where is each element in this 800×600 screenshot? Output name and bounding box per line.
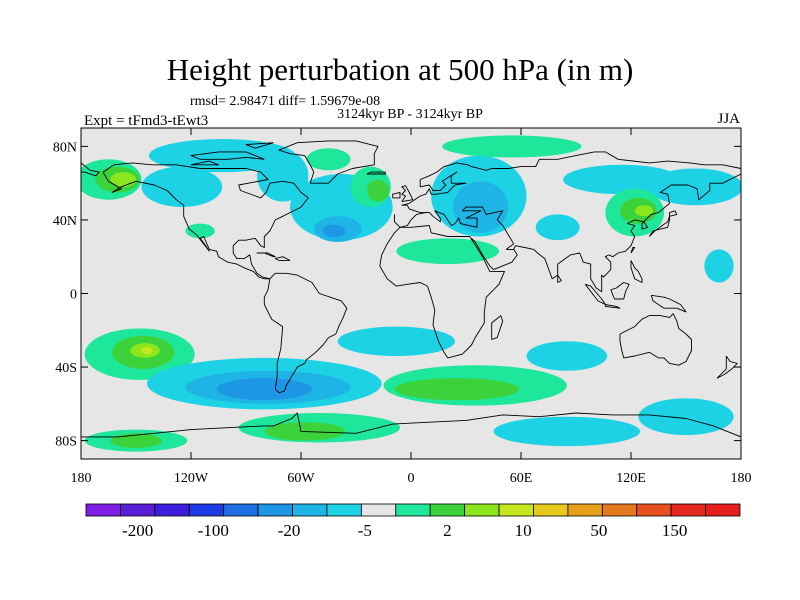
coastline-16	[584, 283, 606, 305]
colorbar-label: -20	[278, 521, 301, 540]
colorbar: -200 -100 -20 -5 2 10 50 150	[85, 503, 741, 540]
anomaly-region-4	[141, 166, 223, 208]
colorbar-swatch-9	[395, 503, 431, 517]
anomaly-region-8	[323, 224, 345, 238]
coastline-15	[491, 315, 504, 340]
anomaly-region-33	[526, 341, 608, 371]
colorbar-swatch-10	[429, 503, 466, 517]
colorbar-swatch-18	[705, 503, 741, 517]
coastline-2	[379, 225, 505, 359]
axes: 80N 40N 0 40S 80S 180 120W 60W 0 60E 120E 180	[53, 128, 752, 486]
coastline-19	[650, 294, 687, 313]
y-tick-label: 40S	[55, 361, 77, 376]
colorbar-swatch-1	[120, 503, 156, 517]
coastline-0	[102, 162, 309, 280]
anomaly-region-26	[141, 346, 153, 355]
colorbar-label: 10	[515, 521, 532, 540]
coastline-21	[669, 210, 678, 217]
anomaly-region-32	[394, 378, 520, 401]
anomaly-region-10	[367, 179, 389, 202]
colorbar-swatch-3	[188, 503, 225, 517]
coastline-20	[648, 215, 670, 237]
x-tick-label: 180	[731, 471, 752, 486]
coastline-4	[513, 173, 741, 293]
y-tick-label: 80N	[53, 140, 77, 155]
y-tick-label: 40N	[53, 214, 77, 229]
coastline-7	[392, 191, 401, 199]
colorbar-swatch-8	[360, 503, 397, 517]
y-tick-label: 0	[70, 288, 77, 303]
x-tick-label: 180	[71, 471, 92, 486]
anomaly-region-30	[337, 326, 456, 357]
coastline-17	[604, 304, 621, 309]
y-tick-label: 80S	[55, 435, 77, 450]
coastline-14	[716, 355, 738, 379]
colorbar-swatch-11	[464, 503, 500, 517]
experiment-label: Expt = tFmd3-tEwt3	[84, 113, 209, 129]
coastline-12	[190, 160, 219, 166]
anomaly-region-18	[535, 214, 580, 241]
chart-title: Height perturbation at 500 hPa (in m)	[166, 52, 634, 87]
colorbar-swatch-6	[292, 503, 328, 517]
coastline-22	[630, 247, 636, 254]
coastline-13	[619, 313, 692, 366]
x-tick-label: 120E	[616, 471, 646, 486]
anomaly-region-5	[257, 150, 309, 202]
anomaly-region-39	[638, 398, 734, 436]
coastline-23	[630, 260, 643, 283]
coastline-5	[401, 151, 741, 214]
colorbar-swatch-13	[533, 503, 569, 517]
colorbar-swatch-2	[154, 503, 190, 517]
anomaly-region-3	[110, 172, 136, 187]
colorbar-swatch-12	[498, 503, 534, 517]
colorbar-label: 50	[590, 521, 607, 540]
colorbar-label: -100	[198, 521, 229, 540]
colorbar-swatch-14	[567, 503, 603, 517]
coastline-25	[264, 412, 741, 438]
stats-text: rmsd= 2.98471 diff= 1.59679e-08	[190, 94, 381, 109]
anomaly-region-29	[216, 378, 312, 401]
coastline-8	[366, 171, 386, 175]
coastlines	[81, 140, 741, 438]
anomaly-region-37	[110, 433, 162, 448]
colorbar-swatch-16	[636, 503, 672, 517]
coastline-28	[81, 162, 100, 177]
x-tick-label: 60W	[287, 471, 315, 486]
anomaly-region-17	[647, 168, 741, 206]
x-tick-label: 0	[408, 471, 415, 486]
coastline-18	[610, 282, 630, 300]
coastline-1	[263, 272, 348, 394]
coastline-11	[245, 142, 274, 149]
coastline-10	[190, 151, 265, 160]
anomaly-region-15	[442, 135, 582, 158]
coastline-24	[81, 425, 265, 438]
anomaly-region-14	[396, 238, 499, 265]
coastline-9	[278, 140, 379, 184]
colorbar-swatch-0	[85, 503, 121, 517]
colorbar-swatch-15	[601, 503, 638, 517]
colorbar-label: 2	[443, 521, 452, 540]
anomaly-region-38	[493, 416, 641, 447]
x-tick-label: 60E	[510, 471, 533, 486]
colorbar-label: 150	[662, 521, 688, 540]
colorbar-swatch-4	[223, 503, 259, 517]
colorbar-label: -200	[122, 521, 153, 540]
colorbar-swatch-17	[670, 503, 706, 517]
coastline-27	[274, 256, 291, 261]
anomaly-region-40	[704, 249, 734, 283]
anomaly-region-21	[634, 205, 653, 217]
anomaly-region-22	[185, 223, 215, 239]
x-tick-label: 120W	[174, 471, 209, 486]
coastline-6	[401, 185, 414, 203]
anomaly-region-11	[306, 148, 351, 171]
colorbar-swatch-5	[257, 503, 293, 517]
coastline-26	[256, 252, 276, 258]
colorbar-swatch-7	[326, 503, 362, 517]
season-label: JJA	[717, 111, 740, 127]
coastline-29	[557, 274, 562, 283]
colorbar-label: -5	[358, 521, 372, 540]
period-subtitle: 3124kyr BP - 3124kyr BP	[337, 107, 483, 122]
